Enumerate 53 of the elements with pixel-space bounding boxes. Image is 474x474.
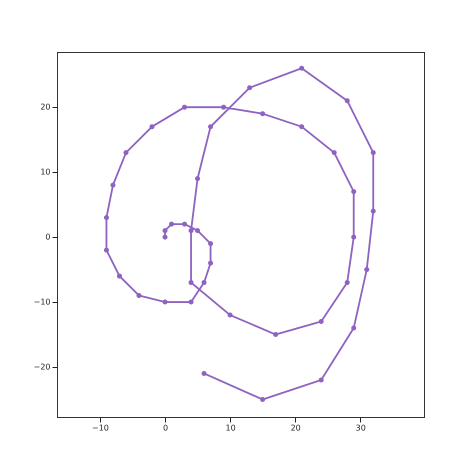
point [344,280,350,286]
point [208,260,214,266]
point [162,234,168,240]
point [150,124,155,130]
x-tick-label: 30 [356,424,366,432]
y-tick-label: 10 [40,168,50,177]
point [182,104,188,110]
point [202,280,207,286]
point [221,104,226,110]
point [228,312,233,318]
point [182,222,188,227]
y-tick-label: −10 [34,298,50,307]
line-series [104,66,376,402]
point [110,182,116,188]
point [104,248,109,253]
x-tick-label: −10 [92,424,109,432]
y-tick-label: 0 [45,232,50,242]
point [188,300,194,305]
point [169,222,174,227]
point [162,300,168,305]
point [351,189,356,194]
point [188,280,194,286]
point [370,150,376,156]
point [195,228,200,234]
point [162,228,168,234]
point [318,377,324,382]
point [208,124,214,130]
point [260,111,266,116]
y-tick-label: −20 [34,362,50,372]
point [273,332,278,338]
point [260,396,266,402]
point [351,234,356,240]
point [364,267,370,272]
point [299,124,304,130]
point [104,215,109,220]
point [247,85,252,90]
point [202,370,207,376]
point [123,150,128,156]
point [344,98,350,104]
x-tick-label: 10 [225,424,236,432]
point [116,274,122,279]
point [299,66,304,71]
point [188,228,194,234]
point [195,176,200,182]
point [318,319,324,324]
x-tick-label: 0 [162,424,168,432]
point [136,293,142,298]
point [370,208,376,214]
point [332,150,337,156]
point [351,326,356,331]
point [208,241,214,246]
x-tick-label: 20 [290,424,301,432]
y-tick-label: 20 [40,102,50,112]
